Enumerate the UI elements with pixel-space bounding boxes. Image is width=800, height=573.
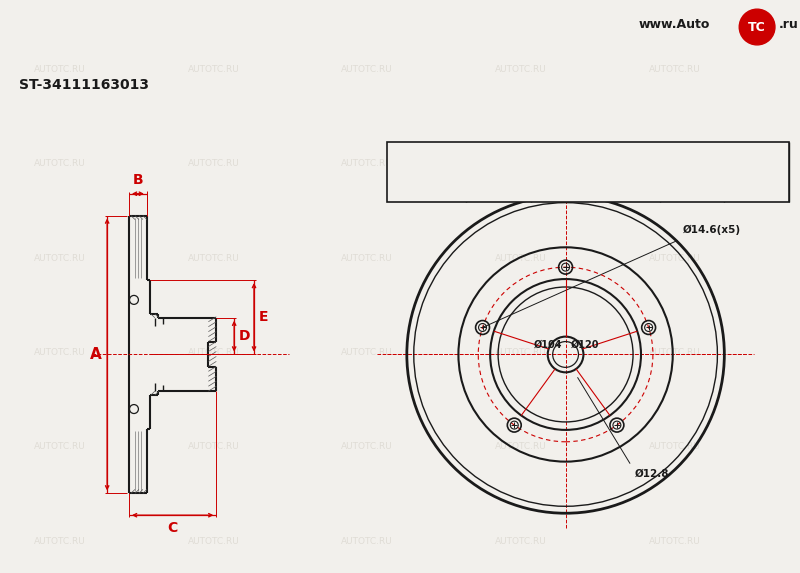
Text: C: C: [167, 521, 178, 535]
Bar: [387, 142, 789, 202]
Text: AUTOTC.RU: AUTOTC.RU: [342, 65, 393, 74]
Text: ОТВ.: ОТВ.: [439, 152, 473, 166]
Text: AUTOTC.RU: AUTOTC.RU: [495, 348, 547, 357]
Text: AUTOTC.RU: AUTOTC.RU: [342, 442, 393, 452]
Text: E: E: [752, 150, 762, 164]
Text: AUTOTC.RU: AUTOTC.RU: [34, 536, 86, 545]
Circle shape: [739, 9, 775, 45]
Text: 5: 5: [399, 147, 414, 167]
Text: Ø14.6(x5): Ø14.6(x5): [682, 225, 741, 236]
Text: AUTOTC.RU: AUTOTC.RU: [187, 65, 239, 74]
Text: A: A: [494, 150, 504, 164]
Text: TC: TC: [748, 21, 766, 34]
Text: Ø120: Ø120: [570, 340, 599, 350]
Text: AUTOTC.RU: AUTOTC.RU: [34, 65, 86, 74]
Text: D: D: [239, 329, 250, 343]
Text: 160.3: 160.3: [738, 180, 775, 193]
Text: AUTOTC.RU: AUTOTC.RU: [34, 442, 86, 452]
Text: .ru: .ru: [779, 18, 798, 30]
Text: B: B: [133, 173, 143, 187]
Text: AUTOTC.RU: AUTOTC.RU: [34, 348, 86, 357]
Text: AUTOTC.RU: AUTOTC.RU: [495, 442, 547, 452]
Text: AUTOTC.RU: AUTOTC.RU: [187, 442, 239, 452]
Text: 22: 22: [554, 180, 572, 193]
Text: www.Auto: www.Auto: [638, 18, 710, 30]
Text: AUTOTC.RU: AUTOTC.RU: [495, 254, 547, 263]
Text: C: C: [622, 150, 633, 164]
Text: AUTOTC.RU: AUTOTC.RU: [187, 159, 239, 168]
Text: 76: 76: [619, 180, 636, 193]
Text: D: D: [686, 150, 698, 164]
Text: AUTOTC.RU: AUTOTC.RU: [495, 536, 547, 545]
Text: AUTOTC.RU: AUTOTC.RU: [649, 159, 701, 168]
Text: AUTOTC.RU: AUTOTC.RU: [34, 159, 86, 168]
Text: AUTOTC.RU: AUTOTC.RU: [342, 536, 393, 545]
Text: AUTOTC.RU: AUTOTC.RU: [342, 254, 393, 263]
Text: AUTOTC.RU: AUTOTC.RU: [342, 348, 393, 357]
Text: AUTOTC.RU: AUTOTC.RU: [187, 348, 239, 357]
Text: AUTOTC.RU: AUTOTC.RU: [649, 536, 701, 545]
Text: AUTOTC.RU: AUTOTC.RU: [342, 159, 393, 168]
Text: AUTOTC.RU: AUTOTC.RU: [649, 348, 701, 357]
Text: AUTOTC.RU: AUTOTC.RU: [495, 159, 547, 168]
Text: E: E: [259, 310, 269, 324]
Text: AUTOTC.RU: AUTOTC.RU: [34, 254, 86, 263]
Text: Ø12.8: Ø12.8: [635, 469, 670, 478]
Text: AUTOTC.RU: AUTOTC.RU: [495, 65, 547, 74]
Text: AUTOTC.RU: AUTOTC.RU: [187, 254, 239, 263]
Text: Ø104: Ø104: [534, 340, 562, 350]
Text: B: B: [558, 150, 569, 164]
Text: A: A: [90, 347, 102, 362]
Text: ST-34111163013: ST-34111163013: [19, 77, 150, 92]
Text: 79: 79: [684, 180, 701, 193]
Text: 295.8: 295.8: [480, 180, 518, 193]
Text: AUTOTC.RU: AUTOTC.RU: [649, 65, 701, 74]
Text: AUTOTC.RU: AUTOTC.RU: [187, 536, 239, 545]
Text: AUTOTC.RU: AUTOTC.RU: [649, 254, 701, 263]
Text: AUTOTC.RU: AUTOTC.RU: [649, 442, 701, 452]
